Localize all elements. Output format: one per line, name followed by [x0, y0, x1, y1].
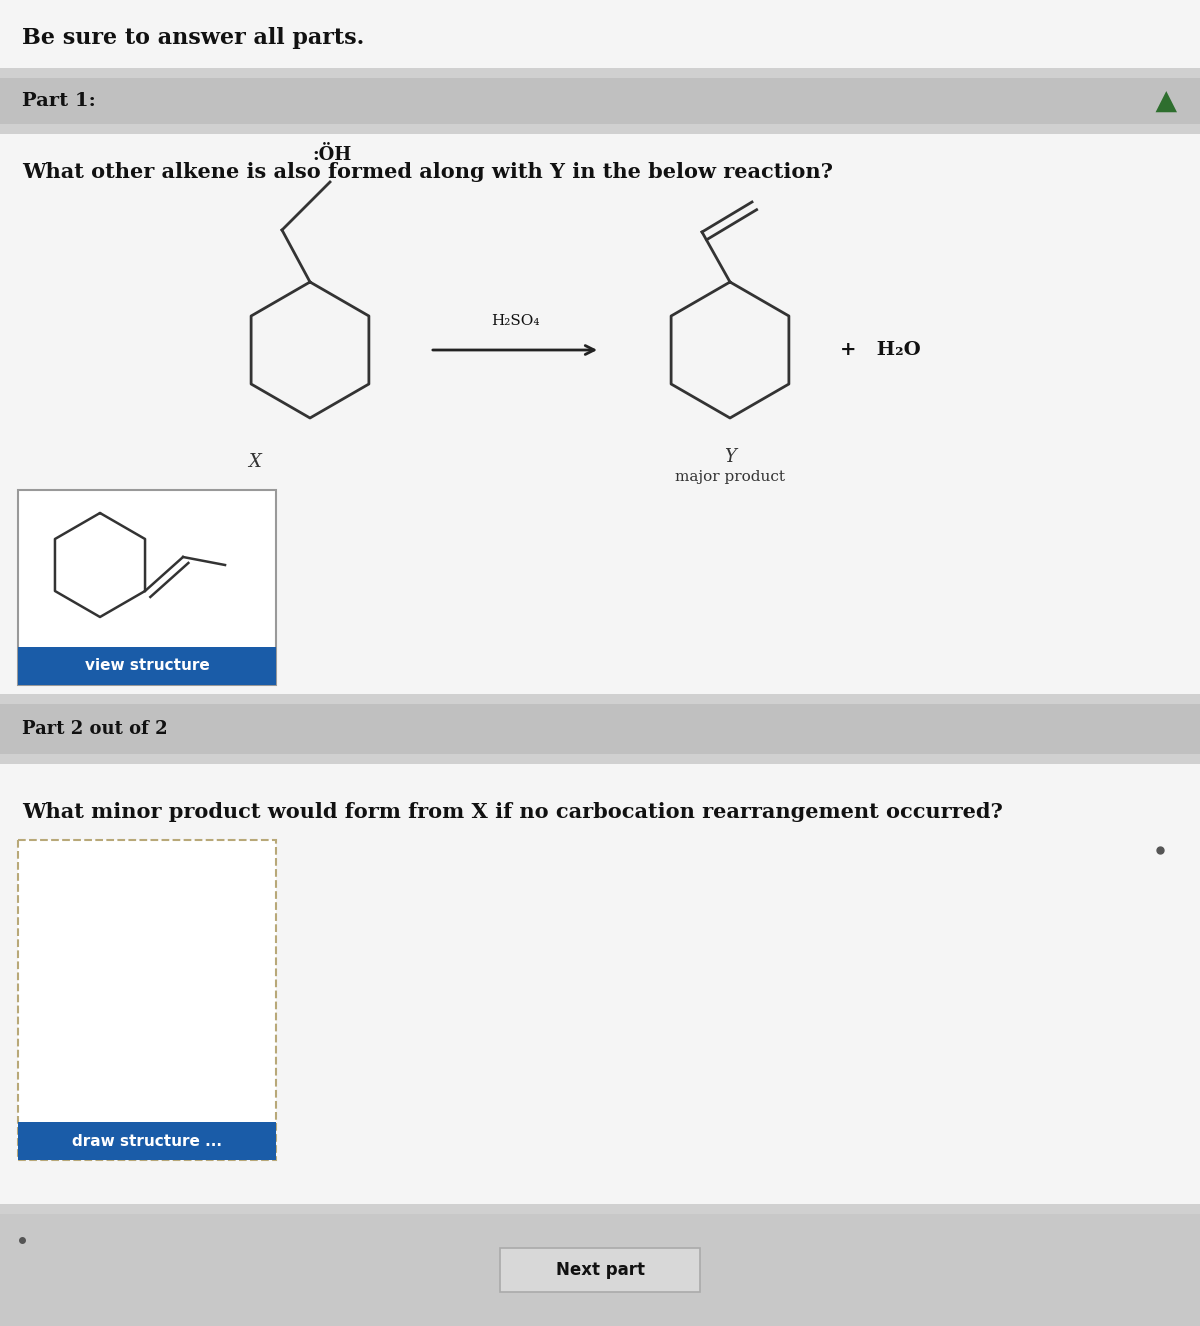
Text: Part 1:: Part 1:	[22, 91, 96, 110]
Text: What minor product would form from X if no carbocation rearrangement occurred?: What minor product would form from X if …	[22, 802, 1003, 822]
Text: draw structure ...: draw structure ...	[72, 1134, 222, 1148]
FancyBboxPatch shape	[18, 1122, 276, 1160]
FancyBboxPatch shape	[18, 491, 276, 686]
Text: X: X	[248, 453, 262, 471]
Text: Next part: Next part	[556, 1261, 644, 1280]
FancyBboxPatch shape	[0, 704, 1200, 754]
FancyBboxPatch shape	[0, 0, 1200, 68]
FancyBboxPatch shape	[0, 78, 1200, 125]
FancyBboxPatch shape	[0, 764, 1200, 1204]
Text: +   H₂O: + H₂O	[840, 341, 920, 359]
Text: :ÖH: :ÖH	[312, 146, 352, 164]
Text: H₂SO₄: H₂SO₄	[491, 314, 539, 328]
Text: ◀: ◀	[1152, 90, 1180, 111]
FancyBboxPatch shape	[0, 134, 1200, 693]
FancyBboxPatch shape	[0, 1215, 1200, 1326]
FancyBboxPatch shape	[500, 1248, 700, 1292]
Text: Y: Y	[724, 448, 736, 465]
Text: What other alkene is also formed along with Y in the below reaction?: What other alkene is also formed along w…	[22, 162, 833, 182]
Text: major product: major product	[674, 469, 785, 484]
Text: Part 2 out of 2: Part 2 out of 2	[22, 720, 168, 739]
Text: view structure: view structure	[85, 659, 209, 674]
Text: Be sure to answer all parts.: Be sure to answer all parts.	[22, 27, 365, 49]
FancyBboxPatch shape	[18, 839, 276, 1160]
FancyBboxPatch shape	[18, 647, 276, 686]
